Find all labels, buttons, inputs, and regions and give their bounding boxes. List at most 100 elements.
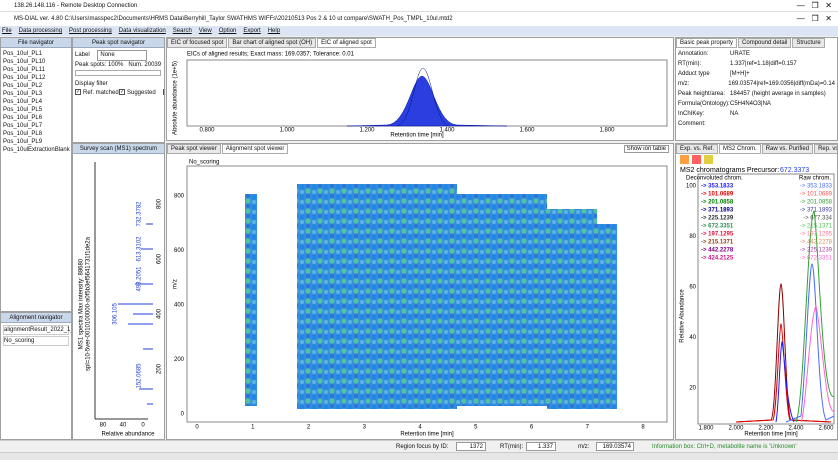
- filter[interactable]: ✓ Suggested: [119, 89, 163, 98]
- tab[interactable]: Structure: [792, 38, 825, 48]
- menu-item[interactable]: Data processing: [18, 28, 63, 34]
- x-tick-label: 40: [120, 423, 127, 429]
- rdp-title: 138.26.148.116 - Remote Desktop Connecti…: [14, 3, 138, 9]
- property-row: RT(min): 1.337|ref=1.18|diff=0.157: [678, 59, 835, 69]
- file-item[interactable]: Pos_10ul_PL12: [3, 75, 46, 81]
- x-tick-label: 2.000: [728, 426, 744, 432]
- eic-plot: EICs of aligned results; Exact mass: 169…: [173, 52, 668, 139]
- eic-panel: EIC of focused spot Bar chart of aligned …: [166, 37, 674, 141]
- property-key: Annotation:: [678, 51, 709, 57]
- file-item[interactable]: Pos_10ul_PL7: [3, 123, 43, 129]
- tab[interactable]: Alignment spot viewer: [221, 144, 289, 154]
- tab[interactable]: Compound detail: [738, 38, 792, 48]
- y-tick-label: 60: [689, 285, 696, 291]
- y-tick-label: 40: [689, 335, 696, 341]
- menu-item[interactable]: View: [198, 28, 212, 34]
- checkbox[interactable]: ✓: [75, 89, 81, 96]
- x-tick-label: 2.200: [758, 426, 774, 432]
- raw-item: -> 215.1371: [800, 224, 833, 230]
- file-item[interactable]: Pos_10ul_PL1: [3, 51, 43, 57]
- y-tick-label: 600: [157, 253, 163, 264]
- alignment-plot: No_scoring m/z Retention time [min] 0 1 2 3…: [173, 160, 668, 438]
- menu-item[interactable]: Search: [172, 28, 192, 34]
- x-tick-label: 1.600: [519, 128, 535, 134]
- property-value: C5H4N4O3|NA: [730, 101, 771, 107]
- tab[interactable]: Raw vs. Purified: [761, 144, 814, 154]
- x-tick-label: 5: [474, 425, 478, 431]
- rt-label: RT(min):: [500, 444, 524, 450]
- raw-item: -> 225.1239: [800, 248, 833, 254]
- alignment-item[interactable]: No_scoring: [3, 336, 69, 346]
- file-navigator: File navigator Pos_10ul_PL1 Pos_10ul_PL10 P…: [0, 37, 72, 312]
- peak-label: 152.0685: [137, 363, 143, 389]
- num: Num. 20039: [128, 62, 162, 68]
- tab[interactable]: Basic peak property: [676, 38, 738, 48]
- file-item[interactable]: Pos_10ul_PL10: [3, 59, 46, 65]
- deconv-title: Deconvoluted chrom.: [686, 176, 743, 182]
- app-titlebar: MS-DIAL ver. 4.80 C:\Users\masspec2\Docu…: [0, 12, 838, 26]
- rt-input[interactable]: 1.337: [526, 442, 556, 451]
- file-item[interactable]: Pos_10ul_PL9: [3, 139, 43, 145]
- filter[interactable]: CCS matched: [163, 89, 164, 98]
- mz-input[interactable]: 169.03574: [596, 442, 634, 451]
- file-item[interactable]: Pos_10ul_PL2: [3, 83, 43, 89]
- checkbox[interactable]: ✓: [119, 89, 125, 96]
- menu-item[interactable]: Option: [218, 28, 237, 34]
- file-item[interactable]: Pos_10ul_PL11: [3, 67, 45, 73]
- deconv-item: -> 672.3351: [701, 224, 734, 230]
- y-tick-label: 600: [174, 248, 185, 254]
- property-key: InChIKey:: [678, 111, 705, 117]
- deconv-item: -> 424.2125: [701, 256, 734, 262]
- tab[interactable]: Rep. vs. Ref.: [814, 144, 837, 154]
- slider[interactable]: [75, 70, 161, 76]
- menu-item[interactable]: Data visualization: [118, 28, 166, 34]
- peak-spots: Peak spots: 100%: [75, 62, 124, 68]
- alignment-item[interactable]: alignmentResult_2022_1_2: [3, 325, 72, 335]
- deconv-item: -> 371.1893: [701, 208, 734, 214]
- x-tick-label: 1.400: [439, 128, 455, 134]
- viewer-panel: Peak spot viewer Alignment spot viewer Sh…: [166, 143, 674, 440]
- x-tick-label: 4: [418, 425, 422, 431]
- property-row: Formula(Ontology): C5H4N4O3|NA: [678, 99, 835, 109]
- tab[interactable]: EIC of focused spot: [167, 38, 228, 48]
- menu-item[interactable]: Help: [267, 28, 281, 34]
- x-tick-label: 2.600: [818, 426, 834, 432]
- menu-item[interactable]: File: [2, 28, 12, 34]
- x-axis-title: Retention time [min]: [390, 133, 444, 139]
- window-controls[interactable]: — ❐ ✕: [796, 1, 832, 10]
- label-select[interactable]: None: [97, 50, 148, 61]
- raw-title: Raw chrom.: [799, 176, 831, 182]
- tab[interactable]: Peak spot viewer: [167, 144, 221, 154]
- raw-item: -> 197.1295: [800, 232, 833, 238]
- scrollbar[interactable]: [0, 452, 838, 460]
- file-item[interactable]: Pos_10ul_PL3: [3, 91, 43, 97]
- app-controls[interactable]: — ❐ ✕: [796, 14, 832, 23]
- property-value: URATE: [730, 51, 750, 57]
- show-ion-table[interactable]: Show ion table: [623, 145, 669, 153]
- x-tick-label: 6: [530, 425, 534, 431]
- file-item[interactable]: Pos_10ul_PL5: [3, 107, 43, 113]
- focus-input[interactable]: 1372: [456, 442, 486, 451]
- filter-label: Ref. matched: [83, 90, 119, 96]
- file-item[interactable]: Pos_10ul_PL6: [3, 115, 43, 121]
- menu-item[interactable]: Export: [243, 28, 261, 34]
- x-tick-label: 0: [141, 423, 145, 429]
- menu-item[interactable]: Post processing: [69, 28, 112, 34]
- tab[interactable]: MS2 Chrom.: [719, 144, 761, 154]
- raw-item: -> 672.3351: [800, 256, 833, 262]
- file-item[interactable]: Pos_10ul_PL8: [3, 131, 43, 137]
- x-tick-label: 0.800: [199, 128, 215, 134]
- x-tick-label: 2.400: [788, 426, 804, 432]
- filter[interactable]: ✓ Ref. matched: [75, 89, 119, 98]
- mz-label: m/z:: [578, 444, 590, 450]
- tab[interactable]: Exp. vs. Ref.: [676, 144, 719, 154]
- deconv-item: -> 442.2278: [701, 248, 734, 254]
- file-item[interactable]: Pos_10ul_PL4: [3, 99, 43, 105]
- tab[interactable]: Bar chart of aligned spot (OH): [228, 38, 317, 48]
- property-key: Adduct type: [678, 71, 710, 77]
- checkbox[interactable]: [163, 89, 164, 96]
- property-row: Adduct type [M+H]+: [678, 69, 835, 79]
- tab[interactable]: EIC of aligned spot: [317, 38, 376, 48]
- info: Information box: Ctrl+D, metabolite name…: [652, 444, 797, 450]
- file-item[interactable]: Pos_10ulExtractionBlank: [3, 147, 70, 153]
